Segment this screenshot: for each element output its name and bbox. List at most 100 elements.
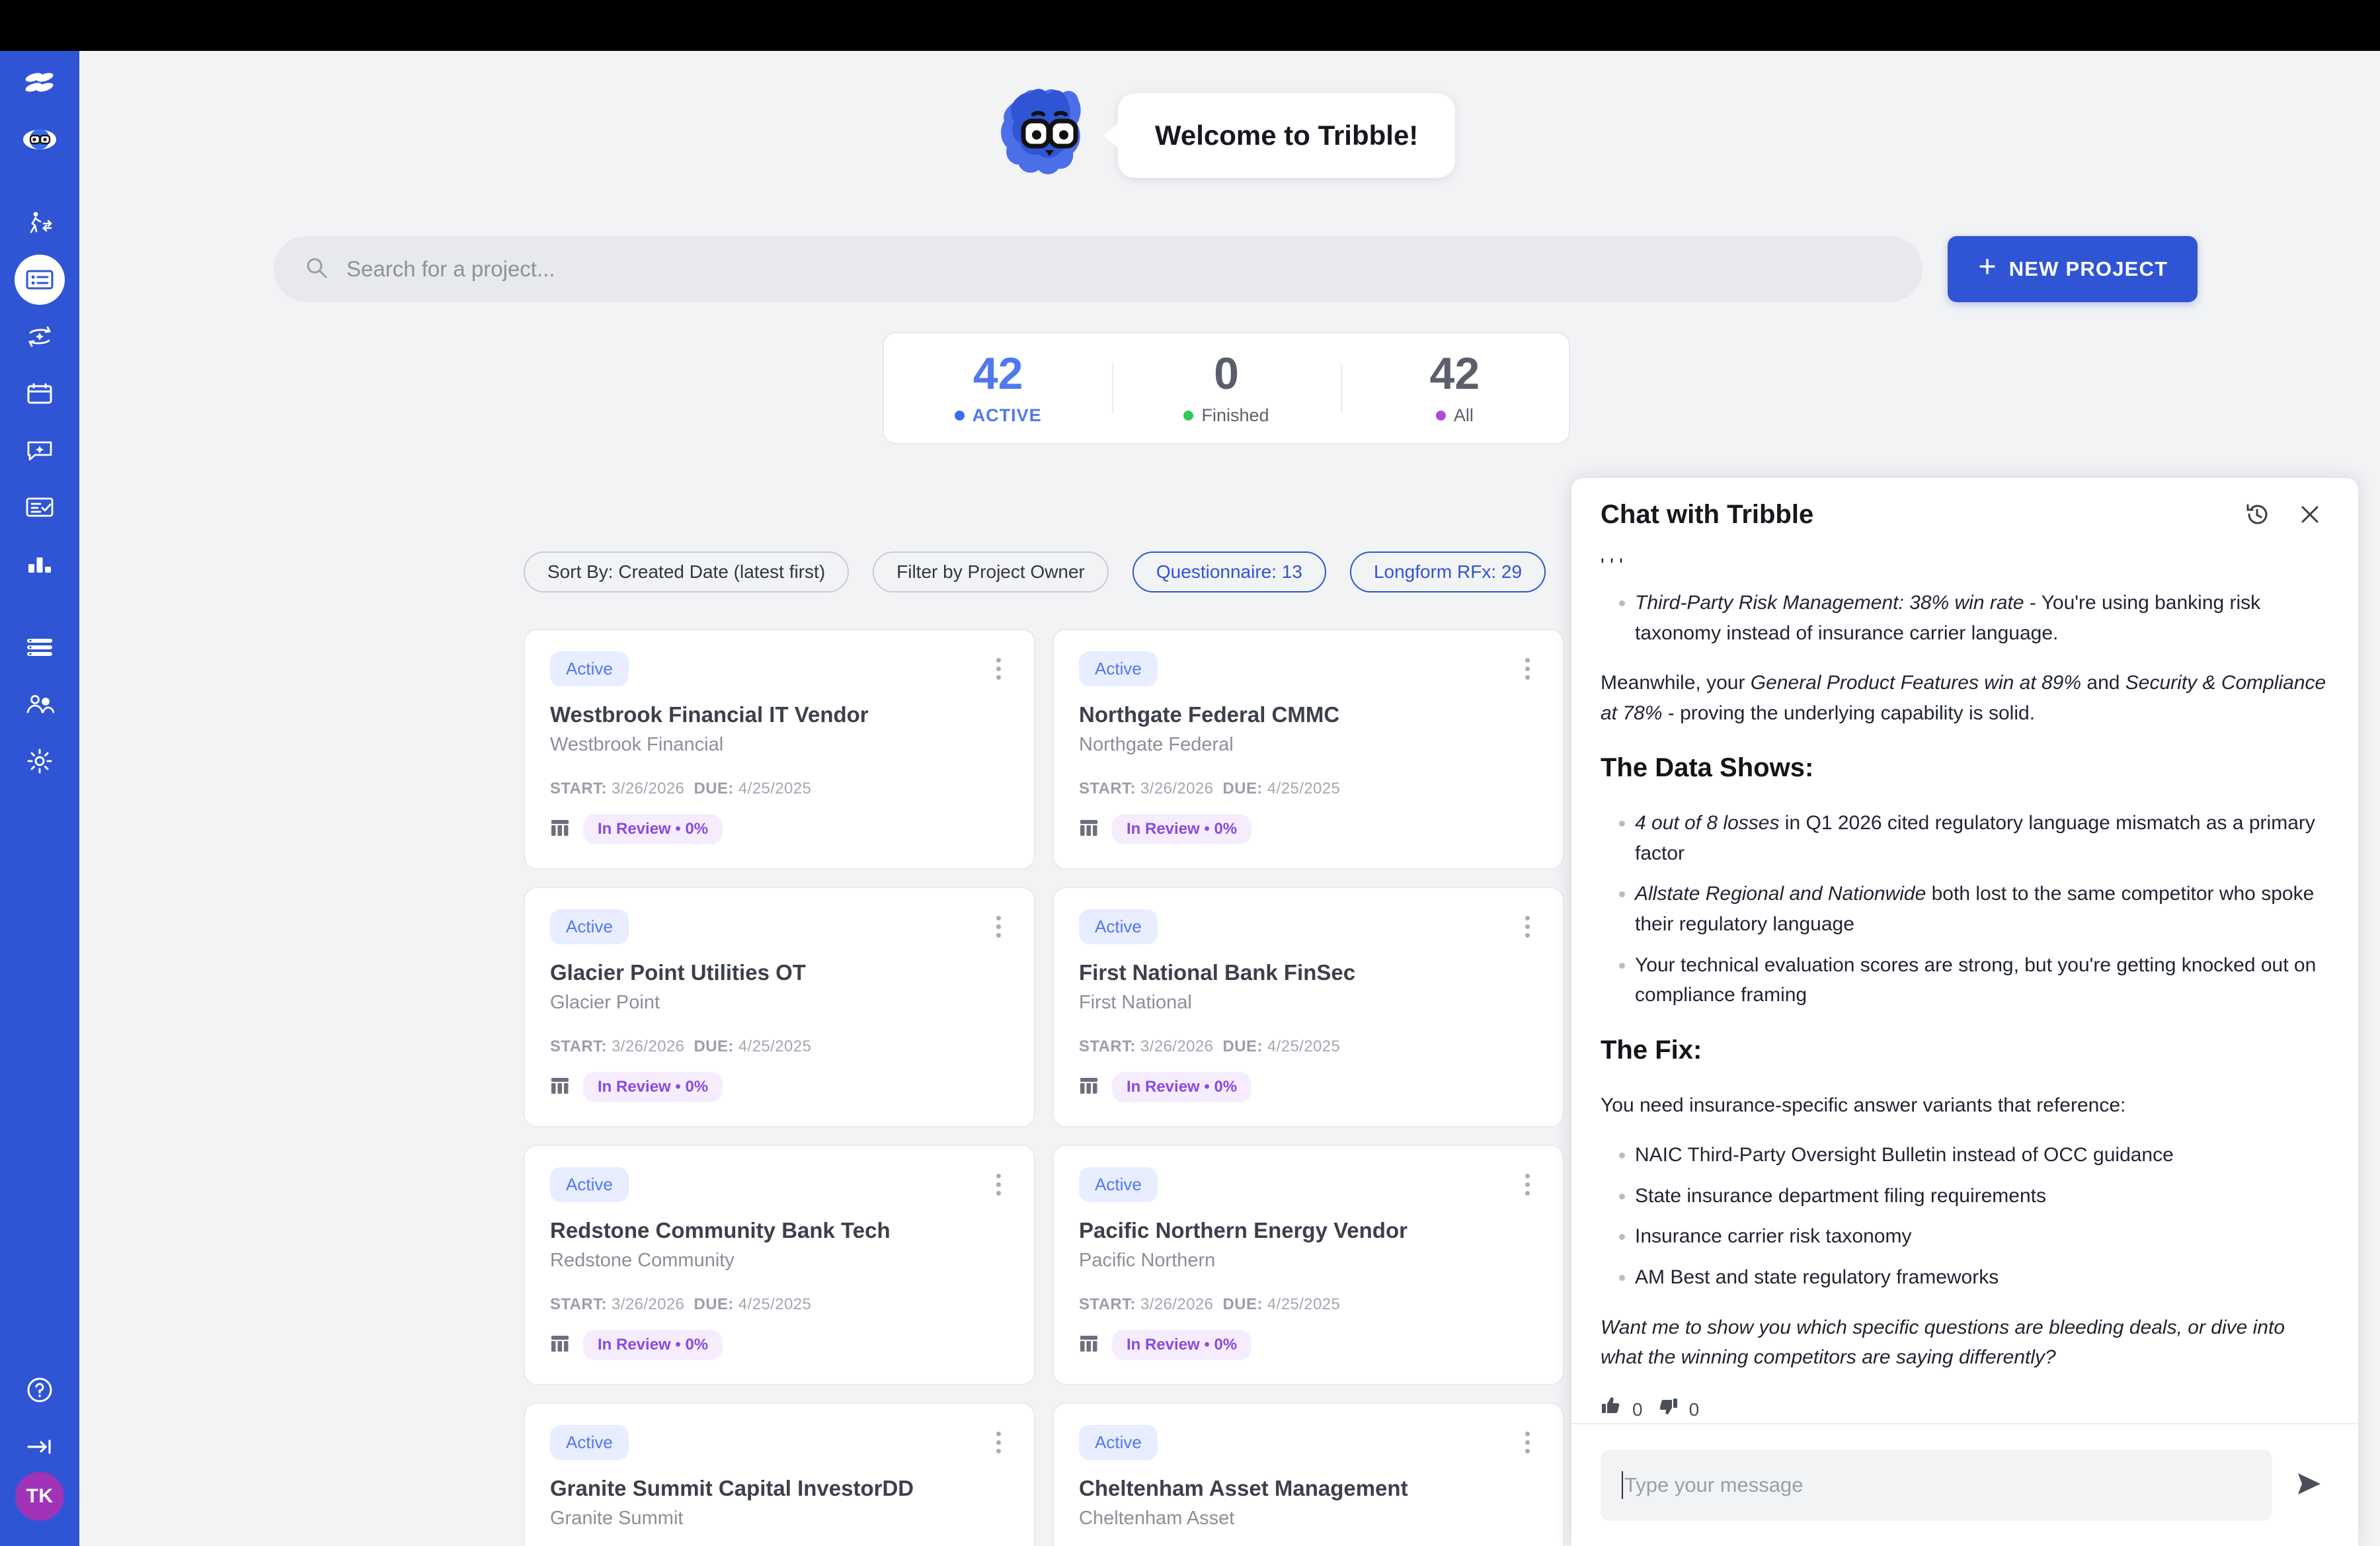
welcome-bubble: Welcome to Tribble! bbox=[1103, 93, 1456, 178]
chip-filter-owner[interactable]: Filter by Project Owner bbox=[873, 551, 1109, 592]
new-project-button[interactable]: NEW PROJECT bbox=[1948, 236, 2198, 302]
card-menu-button[interactable] bbox=[1517, 1425, 1538, 1460]
stat-all[interactable]: 42 All bbox=[1340, 351, 1569, 426]
stat-active-value: 42 bbox=[972, 348, 1023, 399]
table-columns-icon bbox=[550, 1334, 570, 1357]
sidebar-item-settings[interactable] bbox=[15, 736, 65, 786]
sidebar-item-projects[interactable] bbox=[15, 255, 65, 305]
sidebar-item-logo[interactable] bbox=[15, 58, 65, 108]
stacked-lines-icon bbox=[26, 637, 54, 657]
project-org: Westbrook Financial bbox=[550, 734, 724, 755]
due-date: 4/25/2025 bbox=[1267, 1295, 1341, 1313]
clipped-scroll-line: ' ' ' bbox=[1601, 555, 1623, 568]
project-card[interactable]: Active Pacific Northern Energy Vendor Paci… bbox=[1052, 1145, 1564, 1385]
chat-panel: Chat with Tribble ' ' ' Third-Party Risk… bbox=[1571, 478, 2358, 1546]
sidebar-item-sync[interactable] bbox=[15, 311, 65, 362]
search-icon bbox=[305, 257, 328, 282]
meanwhile-em1: General Product Features win at 89% bbox=[1750, 672, 2082, 694]
chat-heading-the-fix: The Fix: bbox=[1601, 1035, 1702, 1065]
project-card[interactable]: Active Glacier Point Utilities OT Glacier … bbox=[524, 887, 1035, 1127]
refresh-sparkle-icon bbox=[25, 325, 54, 348]
due-label: DUE: bbox=[694, 1037, 734, 1055]
project-org: Redstone Community bbox=[550, 1250, 734, 1271]
project-card[interactable]: Active Cheltenham Asset Management Chelten… bbox=[1052, 1403, 1564, 1546]
chip-longform-rfx[interactable]: Longform RFx: 29 bbox=[1349, 551, 1546, 592]
gear-icon bbox=[26, 748, 53, 774]
stat-finished[interactable]: 0 Finished bbox=[1112, 351, 1340, 426]
start-label: START: bbox=[550, 1295, 607, 1313]
send-button[interactable] bbox=[2289, 1465, 2329, 1505]
due-date: 4/25/2025 bbox=[1267, 780, 1341, 797]
progress-badge: In Review • 0% bbox=[1112, 1330, 1252, 1360]
project-card[interactable]: Active Northgate Federal CMMC Northgate Fe… bbox=[1052, 629, 1564, 870]
project-card-header: Active bbox=[550, 651, 1009, 686]
search-input[interactable]: Search for a project... bbox=[274, 236, 1923, 302]
project-dates: START: 3/26/2026 DUE: 4/25/2025 bbox=[1079, 1037, 1538, 1056]
close-icon[interactable] bbox=[2291, 495, 2329, 534]
project-title: Glacier Point Utilities OT bbox=[550, 960, 806, 985]
stat-active[interactable]: 42 ACTIVE bbox=[884, 351, 1112, 426]
sidebar-item-library[interactable] bbox=[15, 622, 65, 672]
stat-finished-value: 0 bbox=[1214, 348, 1239, 399]
card-menu-button[interactable] bbox=[988, 651, 1009, 686]
start-date: 3/26/2026 bbox=[612, 780, 685, 797]
sidebar-item-collapse[interactable] bbox=[15, 1422, 65, 1472]
card-menu-button[interactable] bbox=[988, 1167, 1009, 1202]
chat-message-input[interactable]: Type your message bbox=[1601, 1449, 2272, 1521]
start-label: START: bbox=[1079, 780, 1136, 797]
history-clock-icon[interactable] bbox=[2238, 495, 2276, 534]
project-card-header: Active bbox=[1079, 651, 1538, 686]
status-badge: Active bbox=[1079, 909, 1158, 944]
closing-emphasis: Want me to show you which specific quest… bbox=[1601, 1316, 2285, 1369]
project-card[interactable]: Active Redstone Community Bank Tech Redsto… bbox=[524, 1145, 1035, 1385]
project-org: Northgate Federal bbox=[1079, 734, 1234, 755]
chip-questionnaire[interactable]: Questionnaire: 13 bbox=[1132, 551, 1326, 592]
sidebar-item-help[interactable] bbox=[15, 1365, 65, 1415]
sidebar-item-calendar[interactable] bbox=[15, 368, 65, 419]
sidebar-item-tasks[interactable] bbox=[15, 482, 65, 532]
start-date: 3/26/2026 bbox=[1140, 1037, 1214, 1055]
chip-sort-by[interactable]: Sort By: Created Date (latest first) bbox=[524, 551, 850, 592]
status-badge: Active bbox=[1079, 651, 1158, 686]
sidebar-item-analytics[interactable] bbox=[15, 539, 65, 589]
project-card[interactable]: Active First National Bank FinSec First Na… bbox=[1052, 887, 1564, 1127]
project-org: Granite Summit bbox=[550, 1508, 684, 1529]
project-dates: START: 3/26/2026 DUE: 4/25/2025 bbox=[550, 1037, 1009, 1056]
project-card-footer: In Review • 0% bbox=[550, 814, 1009, 844]
project-card-header: Active bbox=[1079, 1167, 1538, 1202]
list-item: 4 out of 8 losses in Q1 2026 cited regul… bbox=[1635, 808, 2329, 868]
project-card-header: Active bbox=[1079, 909, 1538, 944]
chat-bullet-list-intro: Third-Party Risk Management: 38% win rat… bbox=[1601, 588, 2329, 648]
status-badge: Active bbox=[550, 909, 629, 944]
sidebar-item-workflows[interactable] bbox=[15, 198, 65, 248]
progress-badge: In Review • 0% bbox=[583, 1072, 723, 1102]
card-menu-button[interactable] bbox=[1517, 1167, 1538, 1202]
project-dates: START: 3/26/2026 DUE: 4/25/2025 bbox=[550, 1295, 1009, 1314]
card-menu-button[interactable] bbox=[1517, 651, 1538, 686]
welcome-text: Welcome to Tribble! bbox=[1155, 119, 1419, 151]
table-columns-icon bbox=[1079, 818, 1099, 841]
sidebar-item-people[interactable] bbox=[15, 679, 65, 729]
sidebar-item-mascot[interactable] bbox=[15, 114, 65, 165]
chat-closing-question: Want me to show you which specific quest… bbox=[1601, 1313, 2329, 1373]
project-card-footer: In Review • 0% bbox=[1079, 1072, 1538, 1102]
project-card-footer: In Review • 0% bbox=[1079, 1330, 1538, 1360]
card-menu-button[interactable] bbox=[988, 1425, 1009, 1460]
thumbs-up-button[interactable]: 0 bbox=[1601, 1395, 1643, 1423]
project-org: Glacier Point bbox=[550, 992, 660, 1013]
calendar-icon bbox=[26, 382, 53, 405]
card-menu-button[interactable] bbox=[1517, 909, 1538, 944]
project-card[interactable]: Active Westbrook Financial IT Vendor Westb… bbox=[524, 629, 1035, 870]
project-title: Redstone Community Bank Tech bbox=[550, 1218, 891, 1242]
project-card[interactable]: Active Granite Summit Capital InvestorDD G… bbox=[524, 1403, 1035, 1546]
start-date: 3/26/2026 bbox=[1140, 1295, 1214, 1313]
thumbs-down-button[interactable]: 0 bbox=[1657, 1395, 1699, 1423]
card-menu-button[interactable] bbox=[988, 909, 1009, 944]
avatar[interactable]: TK bbox=[15, 1472, 64, 1521]
list-item: Insurance carrier risk taxonomy bbox=[1635, 1221, 2329, 1252]
list-item: Allstate Regional and Nationwide both lo… bbox=[1635, 879, 2329, 939]
status-badge: Active bbox=[550, 651, 629, 686]
search-placeholder: Search for a project... bbox=[346, 257, 555, 281]
sidebar-item-chat[interactable] bbox=[15, 425, 65, 475]
due-date: 4/25/2025 bbox=[738, 780, 812, 797]
